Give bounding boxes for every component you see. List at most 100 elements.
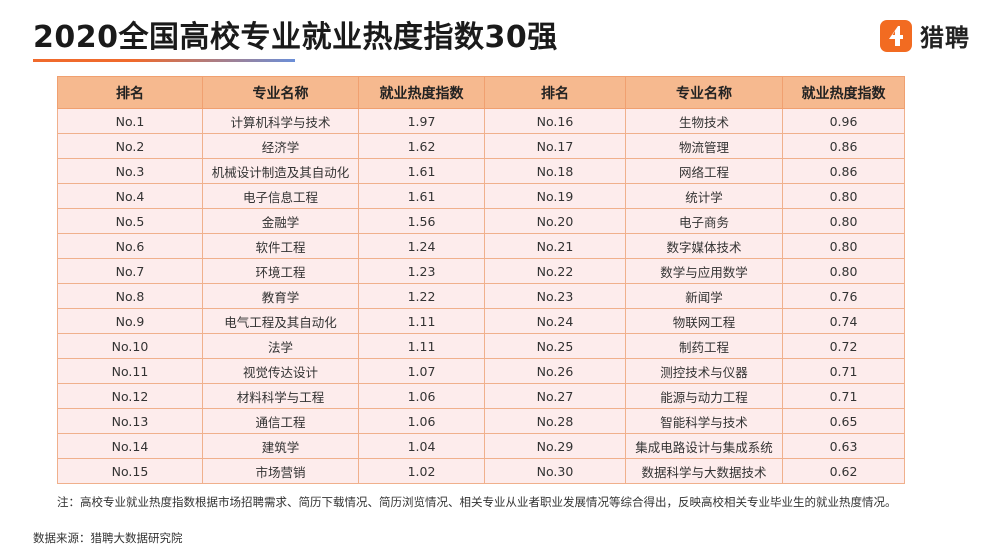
rank-cell: No.11: [57, 358, 203, 384]
ranking-table-container: 排名 专业名称 就业热度指数 排名 专业名称 就业热度指数 No.1 计算机科学与…: [57, 76, 905, 484]
header-employment-index: 就业热度指数: [782, 76, 905, 109]
index-cell: 1.61: [358, 183, 485, 209]
title-underline: [33, 59, 295, 62]
rank-cell: No.18: [484, 158, 626, 184]
table-row: No.9 电气工程及其自动化 1.11 No.24 物联网工程 0.74: [57, 308, 905, 334]
index-cell: 0.86: [782, 158, 905, 184]
index-cell: 0.80: [782, 258, 905, 284]
rank-cell: No.5: [57, 208, 203, 234]
rank-cell: No.7: [57, 258, 203, 284]
rank-cell: No.12: [57, 383, 203, 409]
table-row: No.7 环境工程 1.23 No.22 数学与应用数学 0.80: [57, 258, 905, 284]
index-cell: 1.06: [358, 408, 485, 434]
table-row: No.5 金融学 1.56 No.20 电子商务 0.80: [57, 208, 905, 234]
major-name-cell: 电气工程及其自动化: [202, 308, 359, 334]
index-cell: 0.80: [782, 208, 905, 234]
index-cell: 0.63: [782, 433, 905, 459]
major-name-cell: 软件工程: [202, 233, 359, 259]
major-name-cell: 物流管理: [625, 133, 783, 159]
index-cell: 0.72: [782, 333, 905, 359]
rank-cell: No.1: [57, 108, 203, 134]
header-rank: 排名: [484, 76, 626, 109]
major-name-cell: 计算机科学与技术: [202, 108, 359, 134]
index-cell: 0.80: [782, 233, 905, 259]
table-row: No.8 教育学 1.22 No.23 新闻学 0.76: [57, 283, 905, 309]
rank-cell: No.2: [57, 133, 203, 159]
page-title: 2020全国高校专业就业热度指数30强: [33, 20, 558, 55]
index-cell: 0.86: [782, 133, 905, 159]
rank-cell: No.4: [57, 183, 203, 209]
ranking-table: 排名 专业名称 就业热度指数 排名 专业名称 就业热度指数 No.1 计算机科学与…: [57, 76, 905, 484]
major-name-cell: 法学: [202, 333, 359, 359]
rank-cell: No.26: [484, 358, 626, 384]
major-name-cell: 测控技术与仪器: [625, 358, 783, 384]
table-row: No.11 视觉传达设计 1.07 No.26 测控技术与仪器 0.71: [57, 358, 905, 384]
rank-cell: No.21: [484, 233, 626, 259]
table-row: No.10 法学 1.11 No.25 制药工程 0.72: [57, 333, 905, 359]
index-cell: 1.11: [358, 333, 485, 359]
major-name-cell: 电子信息工程: [202, 183, 359, 209]
major-name-cell: 金融学: [202, 208, 359, 234]
index-cell: 1.11: [358, 308, 485, 334]
index-cell: 0.76: [782, 283, 905, 309]
index-cell: 0.80: [782, 183, 905, 209]
rank-cell: No.30: [484, 458, 626, 484]
header-major-name: 专业名称: [625, 76, 783, 109]
index-cell: 1.07: [358, 358, 485, 384]
data-source: 数据来源：猎聘大数据研究院: [33, 531, 183, 545]
index-cell: 1.23: [358, 258, 485, 284]
major-name-cell: 制药工程: [625, 333, 783, 359]
table-header-row: 排名 专业名称 就业热度指数 排名 专业名称 就业热度指数: [57, 76, 905, 109]
rank-cell: No.23: [484, 283, 626, 309]
table-row: No.4 电子信息工程 1.61 No.19 统计学 0.80: [57, 183, 905, 209]
major-name-cell: 物联网工程: [625, 308, 783, 334]
index-cell: 1.04: [358, 433, 485, 459]
major-name-cell: 集成电路设计与集成系统: [625, 433, 783, 459]
index-cell: 1.22: [358, 283, 485, 309]
major-name-cell: 建筑学: [202, 433, 359, 459]
major-name-cell: 教育学: [202, 283, 359, 309]
rank-cell: No.19: [484, 183, 626, 209]
table-row: No.3 机械设计制造及其自动化 1.61 No.18 网络工程 0.86: [57, 158, 905, 184]
rank-cell: No.15: [57, 458, 203, 484]
rank-cell: No.8: [57, 283, 203, 309]
major-name-cell: 智能科学与技术: [625, 408, 783, 434]
index-cell: 0.96: [782, 108, 905, 134]
index-cell: 1.61: [358, 158, 485, 184]
rank-cell: No.17: [484, 133, 626, 159]
major-name-cell: 生物技术: [625, 108, 783, 134]
table-row: No.15 市场营销 1.02 No.30 数据科学与大数据技术 0.62: [57, 458, 905, 484]
table-row: No.13 通信工程 1.06 No.28 智能科学与技术 0.65: [57, 408, 905, 434]
rank-cell: No.24: [484, 308, 626, 334]
rank-cell: No.29: [484, 433, 626, 459]
major-name-cell: 市场营销: [202, 458, 359, 484]
header-major-name: 专业名称: [202, 76, 359, 109]
major-name-cell: 能源与动力工程: [625, 383, 783, 409]
index-cell: 1.97: [358, 108, 485, 134]
rank-cell: No.16: [484, 108, 626, 134]
index-cell: 0.65: [782, 408, 905, 434]
rank-cell: No.20: [484, 208, 626, 234]
index-cell: 1.06: [358, 383, 485, 409]
header-rank: 排名: [57, 76, 203, 109]
major-name-cell: 数字媒体技术: [625, 233, 783, 259]
major-name-cell: 通信工程: [202, 408, 359, 434]
rank-cell: No.13: [57, 408, 203, 434]
major-name-cell: 数据科学与大数据技术: [625, 458, 783, 484]
table-row: No.1 计算机科学与技术 1.97 No.16 生物技术 0.96: [57, 108, 905, 134]
rank-cell: No.28: [484, 408, 626, 434]
major-name-cell: 材料科学与工程: [202, 383, 359, 409]
major-name-cell: 环境工程: [202, 258, 359, 284]
rank-cell: No.22: [484, 258, 626, 284]
rank-cell: No.9: [57, 308, 203, 334]
major-name-cell: 机械设计制造及其自动化: [202, 158, 359, 184]
table-row: No.2 经济学 1.62 No.17 物流管理 0.86: [57, 133, 905, 159]
index-cell: 1.02: [358, 458, 485, 484]
brand: 猎聘: [880, 18, 970, 53]
index-cell: 0.74: [782, 308, 905, 334]
rank-cell: No.10: [57, 333, 203, 359]
rank-cell: No.25: [484, 333, 626, 359]
index-cell: 0.71: [782, 358, 905, 384]
major-name-cell: 电子商务: [625, 208, 783, 234]
footnote: 注：高校专业就业热度指数根据市场招聘需求、简历下载情况、简历浏览情况、相关专业从…: [57, 495, 897, 509]
